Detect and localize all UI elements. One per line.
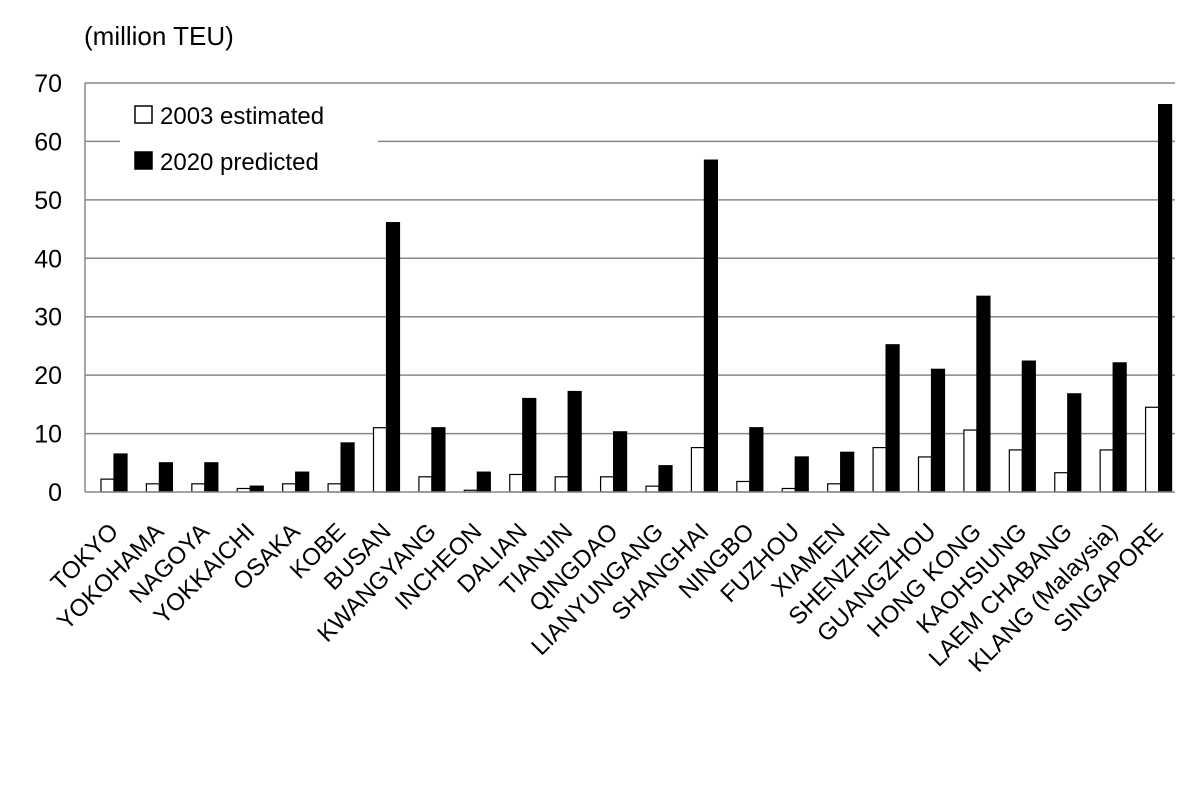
legend-swatch-2003 (134, 105, 153, 124)
y-tick-label: 20 (34, 362, 62, 390)
bar-2020-predicted (658, 465, 673, 493)
bar-2003-estimated (418, 476, 433, 493)
y-tick-label: 40 (34, 245, 62, 273)
bar-2003-estimated (191, 483, 206, 493)
y-tick-labels: 0 10 20 30 40 50 60 70 (34, 70, 62, 507)
bar-2003-estimated (963, 429, 978, 493)
bar-2020-predicted (885, 344, 900, 493)
bar-2003-estimated (282, 483, 297, 493)
y-tick-label: 10 (34, 421, 62, 449)
bar-2003-estimated (599, 476, 615, 493)
y-tick-label: 0 (48, 479, 62, 507)
bar-2003-estimated (1054, 472, 1069, 493)
bar-2003-estimated (690, 446, 706, 493)
bar-2003-estimated (1099, 449, 1114, 493)
bar-2020-predicted (1157, 104, 1173, 493)
legend: 2003 estimated 2020 predicted (120, 92, 378, 184)
bar-2003-estimated (872, 446, 887, 493)
y-tick-label: 60 (34, 128, 62, 156)
x-tick-labels: TOKYOYOKOHAMANAGOYAYOKKAICHIOSAKAKOBEBUS… (46, 518, 1169, 678)
bar-2020-predicted (703, 159, 719, 493)
bar-2020-predicted (249, 485, 264, 493)
bar-2020-predicted (1067, 393, 1082, 493)
bar-2020-predicted (522, 397, 537, 493)
bar-2003-estimated (1144, 406, 1160, 493)
bar-2003-estimated (827, 483, 842, 493)
bar-2003-estimated (645, 485, 660, 493)
bar-2020-predicted (295, 471, 310, 493)
bar-2020-predicted (385, 222, 401, 493)
y-tick-label: 70 (34, 70, 62, 98)
bar-2020-predicted (840, 451, 855, 493)
bar-2020-predicted (612, 431, 628, 493)
bar-2020-predicted (567, 390, 582, 493)
bar-2003-estimated (509, 473, 524, 493)
legend-swatch-2020 (134, 151, 153, 170)
bar-2003-estimated (736, 480, 751, 493)
bar-2020-predicted (204, 462, 219, 493)
bar-2020-predicted (794, 456, 809, 493)
bar-2020-predicted (431, 427, 446, 493)
legend-label-2020: 2020 predicted (160, 149, 319, 176)
bar-2003-estimated (372, 427, 388, 493)
bar-2020-predicted (158, 462, 174, 493)
bar-2003-estimated (1008, 449, 1023, 493)
bars (100, 104, 1173, 493)
bar-2020-predicted (930, 368, 946, 493)
axes (84, 83, 1175, 493)
bar-2003-estimated (327, 483, 342, 493)
bar-2003-estimated (554, 476, 569, 493)
bar-2020-predicted (976, 295, 991, 493)
bar-2020-predicted (113, 453, 128, 493)
bar-2003-estimated (100, 478, 115, 493)
legend-background (120, 92, 378, 184)
y-tick-label: 30 (34, 304, 62, 332)
bar-2003-estimated (917, 456, 933, 493)
bar-2020-predicted (1112, 362, 1127, 493)
bar-2020-predicted (340, 442, 355, 493)
y-tick-label: 50 (34, 187, 62, 215)
bar-2020-predicted (476, 471, 491, 493)
bar-2003-estimated (145, 483, 161, 493)
bar-2020-predicted (1021, 360, 1036, 493)
y-axis-label: (million TEU) (84, 21, 234, 51)
legend-label-2003: 2003 estimated (160, 103, 324, 130)
bar-2020-predicted (749, 427, 764, 493)
